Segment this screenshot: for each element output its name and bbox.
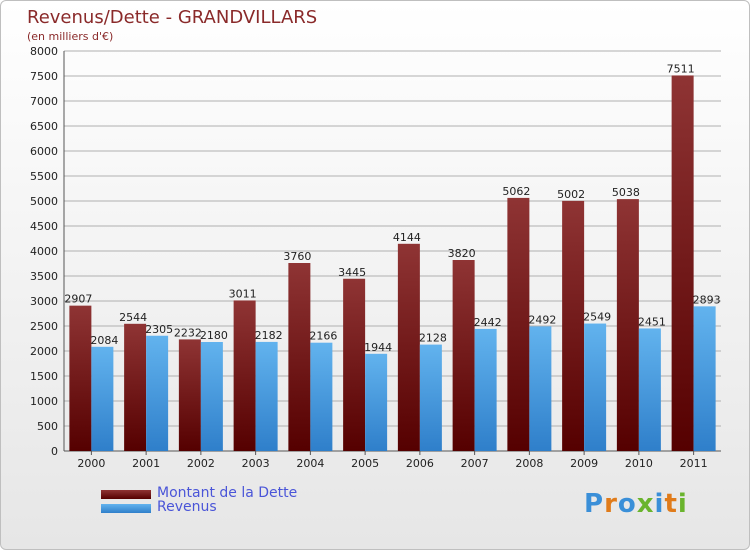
bar-revenus	[91, 346, 114, 451]
y-tick-label: 4000	[30, 245, 58, 258]
y-tick-label: 500	[37, 420, 58, 433]
y-tick-label: 8000	[30, 45, 58, 58]
chart-subtitle: (en milliers d'€)	[27, 30, 114, 43]
y-tick-label: 1000	[30, 395, 58, 408]
y-tick-label: 2000	[30, 345, 58, 358]
data-label: 2166	[309, 330, 337, 343]
x-tick-label: 2000	[77, 457, 105, 470]
bar-revenus	[255, 341, 278, 451]
data-label: 2128	[419, 332, 447, 345]
x-tick-label: 2007	[461, 457, 489, 470]
bar-revenus	[365, 353, 388, 451]
data-label: 2305	[145, 323, 173, 336]
data-label: 3011	[229, 287, 257, 300]
data-label: 4144	[393, 231, 421, 244]
y-tick-label: 4500	[30, 220, 58, 233]
data-label: 2182	[255, 329, 283, 342]
legend-label-revenus: Revenus	[157, 499, 217, 515]
bar-dette	[616, 199, 639, 451]
data-label: 2451	[638, 315, 666, 328]
legend-swatch-revenus	[101, 504, 151, 513]
logo-letter: t	[664, 489, 678, 519]
logo-letter: o	[617, 489, 637, 519]
bar-dette	[507, 197, 530, 451]
data-label: 5038	[612, 186, 640, 199]
bar-dette	[671, 75, 694, 451]
x-tick-label: 2010	[625, 457, 653, 470]
bar-dette	[69, 305, 92, 451]
bar-dette	[288, 263, 311, 451]
data-label: 5062	[502, 185, 530, 198]
bar-revenus	[693, 306, 716, 451]
data-label: 2180	[200, 329, 228, 342]
bar-dette	[178, 339, 201, 451]
x-tick-label: 2001	[132, 457, 160, 470]
data-label: 2893	[693, 293, 721, 306]
chart-title: Revenus/Dette - GRANDVILLARS	[27, 7, 318, 28]
bar-revenus	[419, 344, 442, 451]
y-tick-label: 6000	[30, 145, 58, 158]
y-tick-label: 1500	[30, 370, 58, 383]
logo-letter: i	[654, 489, 665, 519]
data-label: 2442	[474, 316, 502, 329]
bar-revenus	[584, 323, 607, 451]
bar-dette	[397, 243, 420, 451]
y-tick-label: 6500	[30, 120, 58, 133]
bar-dette	[452, 260, 475, 451]
x-tick-label: 2011	[680, 457, 708, 470]
data-label: 2084	[90, 334, 118, 347]
bar-dette	[233, 300, 256, 451]
x-tick-label: 2009	[570, 457, 598, 470]
data-label: 5002	[557, 188, 585, 201]
x-tick-label: 2005	[351, 457, 379, 470]
x-tick-label: 2002	[187, 457, 215, 470]
y-tick-label: 2500	[30, 320, 58, 333]
data-label: 2544	[119, 311, 147, 324]
y-tick-label: 5000	[30, 195, 58, 208]
data-label: 2232	[174, 326, 202, 339]
y-tick-label: 7000	[30, 95, 58, 108]
x-tick-label: 2004	[296, 457, 324, 470]
bar-dette	[343, 278, 366, 451]
y-tick-label: 7500	[30, 70, 58, 83]
bar-revenus	[146, 335, 169, 451]
y-tick-label: 3000	[30, 295, 58, 308]
data-label: 3820	[448, 247, 476, 260]
data-label: 7511	[667, 62, 695, 75]
data-label: 3445	[338, 266, 366, 279]
bar-revenus	[474, 328, 497, 451]
data-label: 2907	[64, 293, 92, 306]
bar-revenus	[310, 342, 333, 451]
y-tick-label: 0	[51, 445, 58, 458]
data-label: 1944	[364, 341, 392, 354]
bar-revenus	[638, 328, 661, 451]
bar-revenus	[529, 326, 552, 451]
x-tick-label: 2003	[242, 457, 270, 470]
logo-letter: P	[584, 489, 605, 519]
legend-swatch-dette	[101, 490, 151, 499]
bar-dette	[124, 323, 147, 451]
legend-label-dette: Montant de la Dette	[157, 485, 298, 501]
logo-letter: r	[604, 489, 618, 519]
data-label: 3760	[283, 250, 311, 263]
data-label: 2549	[583, 311, 611, 324]
logo-letter: i	[677, 489, 688, 519]
bar-dette	[562, 200, 585, 451]
x-tick-label: 2006	[406, 457, 434, 470]
proxiti-logo: Proxiti	[584, 489, 688, 519]
logo-letter: x	[636, 489, 655, 519]
data-label: 2492	[528, 313, 556, 326]
bar-revenus	[200, 342, 223, 451]
y-tick-label: 5500	[30, 170, 58, 183]
y-tick-label: 3500	[30, 270, 58, 283]
x-tick-label: 2008	[515, 457, 543, 470]
